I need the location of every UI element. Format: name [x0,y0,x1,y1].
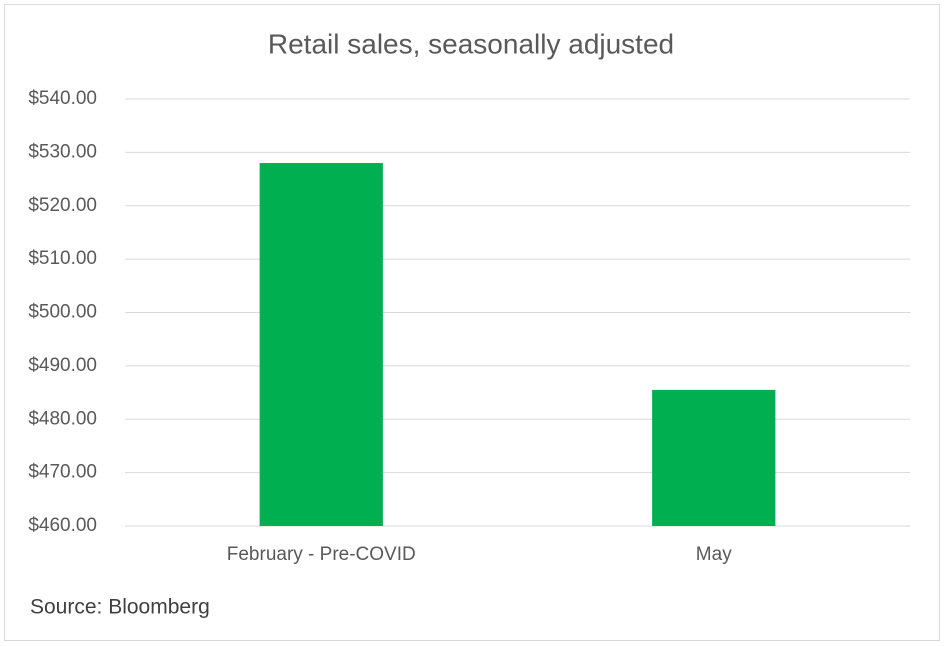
y-tick-label: $480.00 [28,408,97,429]
y-tick-label: $520.00 [28,195,97,216]
bar [652,389,776,526]
source-note: Source: Bloomberg [30,596,210,619]
y-tick-label: $490.00 [28,355,97,376]
y-tick-label: $510.00 [28,248,97,269]
y-tick-label: $530.00 [28,141,97,162]
bar [259,163,383,527]
x-tick-label: May [696,544,732,565]
y-tick-label: $500.00 [28,302,97,323]
y-tick-label: $470.00 [28,462,97,483]
x-tick-label: February - Pre-COVID [227,544,416,565]
chart-frame [4,4,940,641]
y-tick-label: $540.00 [28,88,97,109]
y-tick-label: $460.00 [28,515,97,536]
chart-title: Retail sales, seasonally adjusted [268,28,674,59]
